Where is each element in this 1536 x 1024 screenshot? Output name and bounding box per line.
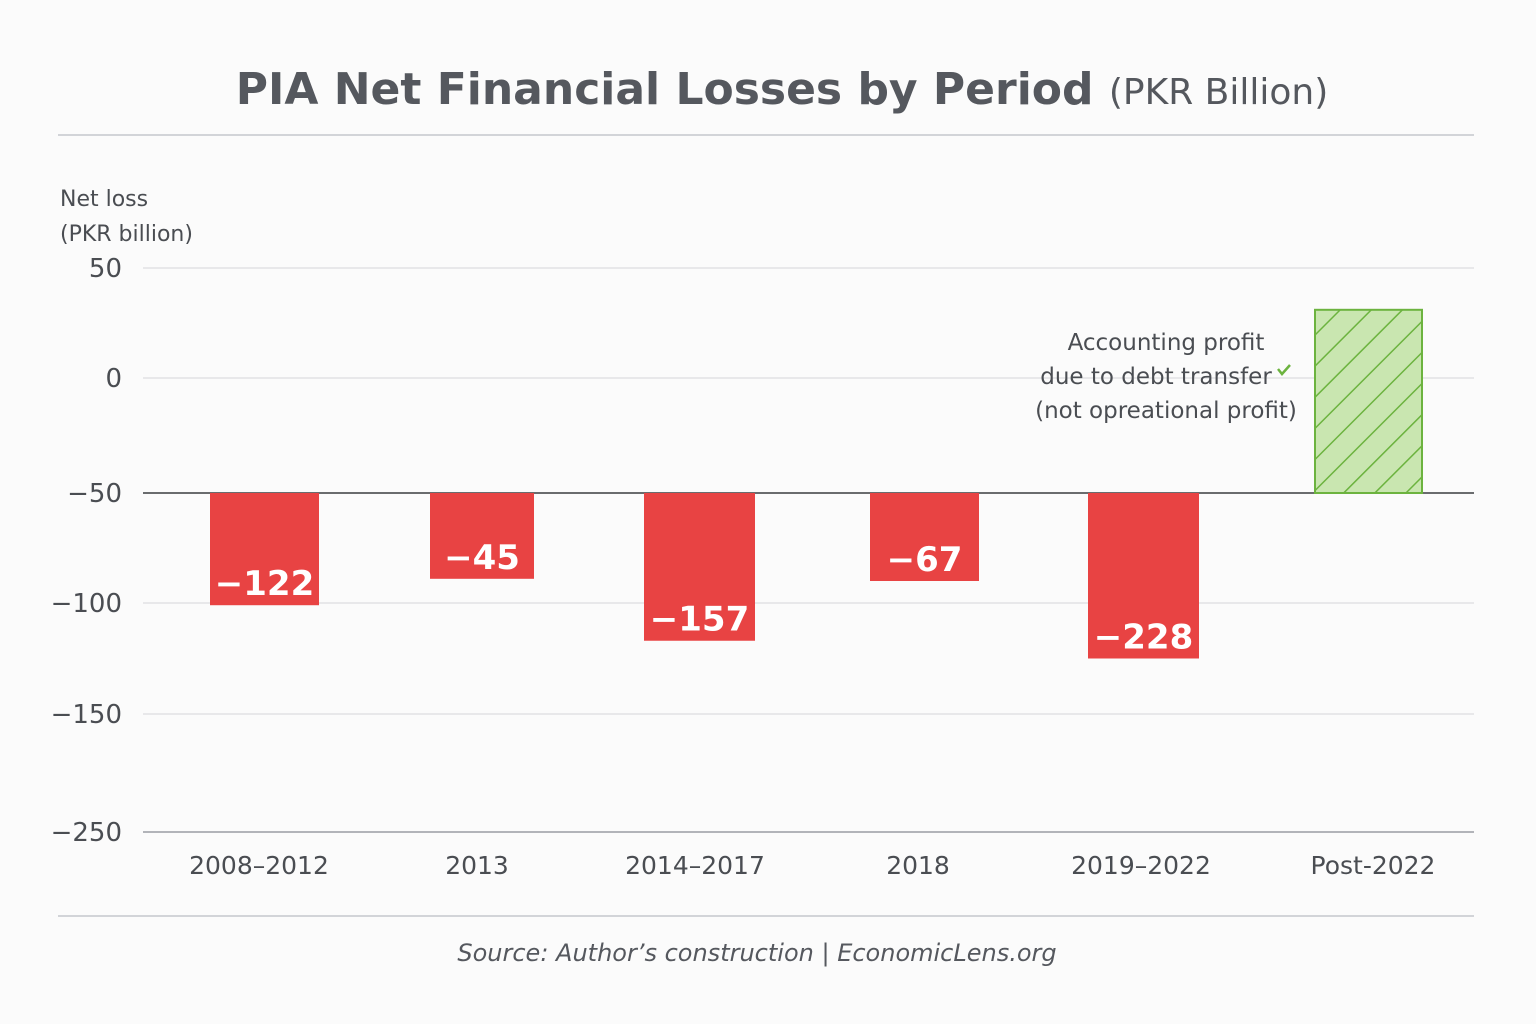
data-label: −67 — [887, 540, 963, 580]
y-tick-label: 50 — [89, 254, 122, 284]
x-tick-label: Post-2022 — [1311, 851, 1436, 880]
chart-title-unit: (PKR Billion) — [1109, 72, 1328, 113]
data-label: −157 — [650, 600, 749, 640]
y-tick-label: −250 — [51, 818, 122, 848]
y-tick-label: 0 — [105, 364, 122, 394]
data-label: −122 — [215, 564, 314, 604]
x-tick-label: 2019–2022 — [1071, 851, 1211, 880]
bar-post-2022 — [1314, 308, 1423, 494]
annotation-line2: due to debt transfer — [1040, 364, 1272, 390]
annotation: Accounting profit due to debt transfer (… — [1035, 330, 1297, 424]
chart-title: PIA Net Financial Losses by Period (PKR … — [236, 64, 1329, 115]
x-tick-label: 2018 — [886, 851, 950, 880]
data-label: −45 — [444, 538, 520, 578]
annotation-line3: (not opreational profit) — [1035, 398, 1297, 424]
source-note: Source: Author’s construction | Economic… — [457, 939, 1056, 967]
bar-2018 — [870, 493, 979, 581]
y-tick-label: −50 — [67, 479, 122, 509]
y-axis-label-line2: (PKR billion) — [60, 222, 193, 247]
y-axis-label-line1: Net loss — [60, 187, 148, 212]
x-tick-label: 2013 — [445, 851, 509, 880]
bar-2019-2022 — [1088, 493, 1199, 659]
x-tick-label: 2014–2017 — [625, 851, 765, 880]
data-label: −228 — [1094, 618, 1193, 658]
bar-2013 — [430, 493, 534, 579]
y-tick-label: −100 — [51, 589, 122, 619]
bar-2014-2017 — [644, 493, 755, 641]
checkmark-icon — [1277, 364, 1291, 376]
y-tick-label: −150 — [51, 700, 122, 730]
x-tick-label: 2008–2012 — [189, 851, 329, 880]
annotation-line1: Accounting profit — [1068, 330, 1265, 356]
bar-2008-2012 — [210, 493, 319, 606]
